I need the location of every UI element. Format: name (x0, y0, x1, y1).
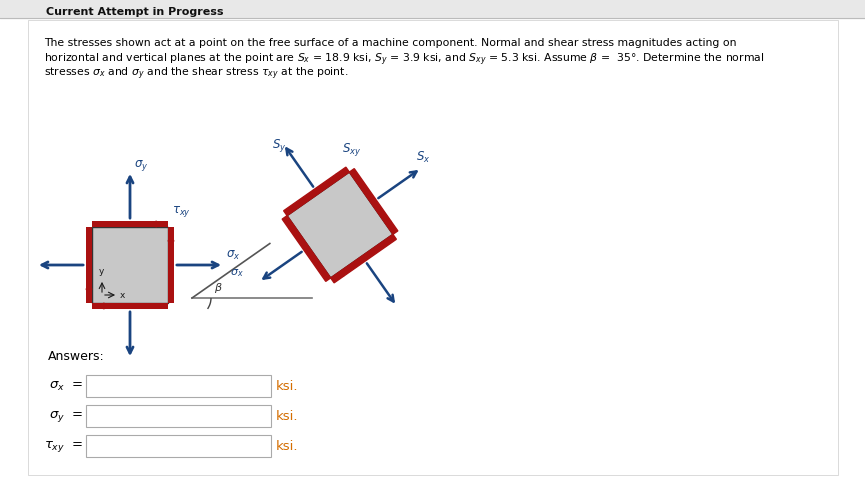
Text: stresses $\sigma_x$ and $\sigma_y$ and the shear stress $\tau_{xy}$ at the point: stresses $\sigma_x$ and $\sigma_y$ and t… (44, 66, 349, 82)
Text: The stresses shown act at a point on the free surface of a machine component. No: The stresses shown act at a point on the… (44, 38, 736, 48)
Bar (86, 435, 271, 457)
Polygon shape (330, 234, 396, 283)
Bar (0, 0, 865, 18)
Text: $\sigma_x$: $\sigma_x$ (226, 248, 240, 261)
Polygon shape (349, 168, 398, 234)
Text: $S_y$: $S_y$ (272, 137, 286, 154)
Text: ksi.: ksi. (276, 409, 298, 423)
Text: y: y (99, 267, 104, 276)
Bar (86, 405, 271, 427)
Bar (92, 303, 168, 309)
Text: $\sigma_y$: $\sigma_y$ (134, 158, 149, 173)
Bar (92, 221, 168, 227)
Text: $\beta$: $\beta$ (214, 281, 222, 295)
Text: $S_{xy}$: $S_{xy}$ (342, 140, 362, 157)
Text: $\sigma_y$  =: $\sigma_y$ = (48, 408, 83, 424)
Text: x: x (120, 291, 125, 301)
Text: $\tau_{xy}$  =: $\tau_{xy}$ = (43, 439, 83, 454)
Text: ksi.: ksi. (276, 439, 298, 453)
Text: Current Attempt in Progress: Current Attempt in Progress (46, 7, 223, 17)
Text: ksi.: ksi. (276, 379, 298, 393)
Polygon shape (287, 172, 393, 278)
Text: $S_x$: $S_x$ (416, 150, 430, 165)
Text: horizontal and vertical planes at the point are $S_x$ = 18.9 ksi, $S_y$ = 3.9 ks: horizontal and vertical planes at the po… (44, 52, 765, 68)
Bar (86, 375, 271, 397)
Text: $\tau_{xy}$: $\tau_{xy}$ (172, 204, 191, 219)
Bar (92, 227, 168, 303)
Polygon shape (282, 216, 330, 281)
Bar (168, 227, 174, 303)
Bar (86, 227, 92, 303)
Polygon shape (284, 167, 349, 216)
Text: $\sigma_x$: $\sigma_x$ (230, 267, 244, 279)
Text: $\sigma_x$  =: $\sigma_x$ = (48, 379, 83, 393)
Text: Answers:: Answers: (48, 350, 105, 363)
